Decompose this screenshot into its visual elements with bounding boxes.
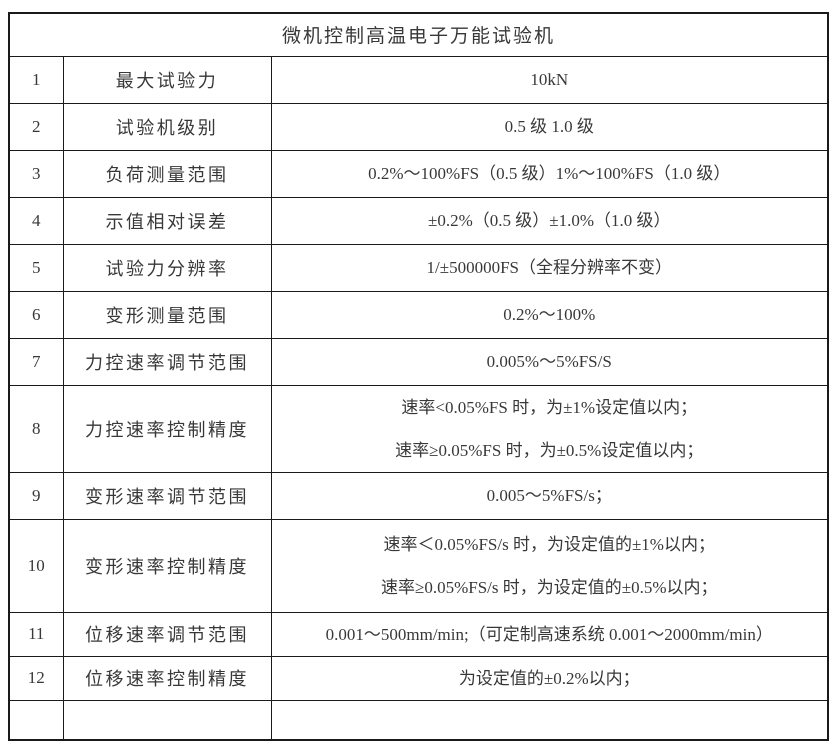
table-row: 7 力控速率调节范围 0.005%～5%FS/S [8, 337, 829, 386]
table-row: 8 力控速率控制精度 速率<0.05%FS 时，为±1%设定值以内； 速率≥0.0… [8, 384, 829, 473]
spec-value: 10kN [270, 55, 829, 104]
spec-value-line: 1/±500000FS（全程分辨率不变） [426, 258, 672, 277]
row-number: 7 [8, 337, 64, 386]
table-title: 微机控制高温电子万能试验机 [8, 12, 829, 57]
spec-name: 最大试验力 [62, 55, 272, 104]
spec-value: 0.2%～100% [270, 290, 829, 339]
spec-value: 速率<0.05%FS 时，为±1%设定值以内； 速率≥0.05%FS 时，为±0.… [270, 384, 829, 473]
row-number: 2 [8, 102, 64, 151]
spec-value: 0.5 级 1.0 级 [270, 102, 829, 151]
spec-value-line: 速率≥0.05%FS/s 时，为设定值的±0.5%以内； [381, 577, 718, 597]
spec-name: 力控速率调节范围 [62, 337, 272, 386]
table-row: 2 试验机级别 0.5 级 1.0 级 [8, 102, 829, 151]
table-row: 6 变形测量范围 0.2%～100% [8, 290, 829, 339]
table-row: 5 试验力分辨率 1/±500000FS（全程分辨率不变） [8, 243, 829, 292]
row-number: 6 [8, 290, 64, 339]
spec-name: 力控速率控制精度 [62, 384, 272, 473]
table-row: 10 变形速率控制精度 速率＜0.05%FS/s 时，为设定值的±1%以内； 速率… [8, 518, 829, 613]
row-number: 4 [8, 196, 64, 245]
spec-name: 试验力分辨率 [62, 243, 272, 292]
spec-value-line: 速率<0.05%FS 时，为±1%设定值以内； [401, 397, 698, 417]
spec-table-body: 1 最大试验力 10kN 2 试验机级别 0.5 级 1.0 级 3 负荷测量范… [8, 55, 829, 741]
spec-value-line: 0.2%～100% [503, 305, 596, 324]
table-row: 12 位移速率控制精度 为设定值的±0.2%以内； [8, 655, 829, 701]
spec-name: 变形速率调节范围 [62, 471, 272, 520]
spec-value-line: 0.005%～5%FS/S [486, 352, 612, 371]
empty-cell [270, 699, 829, 741]
spec-value-line: 速率≥0.05%FS 时，为±0.5%设定值以内； [395, 440, 704, 460]
spec-value: 1/±500000FS（全程分辨率不变） [270, 243, 829, 292]
spec-value: 为设定值的±0.2%以内； [270, 655, 829, 701]
empty-cell [62, 699, 272, 741]
spec-name: 位移速率调节范围 [62, 611, 272, 657]
spec-table: 微机控制高温电子万能试验机 1 最大试验力 10kN 2 试验机级别 0.5 级… [8, 12, 829, 741]
spec-value-line: 0.005～5%FS/s； [486, 486, 612, 505]
spec-name: 位移速率控制精度 [62, 655, 272, 701]
spec-name: 变形测量范围 [62, 290, 272, 339]
spec-value-line: 0.5 级 1.0 级 [504, 117, 594, 136]
spec-value-line: 速率＜0.05%FS/s 时，为设定值的±1%以内； [383, 534, 715, 554]
spec-value-line: ±0.2%（0.5 级）±1.0%（1.0 级） [428, 211, 671, 230]
table-title-row: 微机控制高温电子万能试验机 [8, 12, 829, 57]
spec-value-line: 10kN [530, 70, 569, 89]
spec-value-line: 0.2%～100%FS（0.5 级）1%～100%FS（1.0 级） [368, 164, 731, 183]
spec-value: 0.001～500mm/min;（可定制高速系统 0.001～2000mm/mi… [270, 611, 829, 657]
row-number: 11 [8, 611, 64, 657]
spec-name: 负荷测量范围 [62, 149, 272, 198]
table-row: 1 最大试验力 10kN [8, 55, 829, 104]
table-row: 11 位移速率调节范围 0.001～500mm/min;（可定制高速系统 0.0… [8, 611, 829, 657]
table-row: 9 变形速率调节范围 0.005～5%FS/s； [8, 471, 829, 520]
empty-cell [8, 699, 64, 741]
spec-value-line: 0.001～500mm/min;（可定制高速系统 0.001～2000mm/mi… [325, 624, 773, 644]
spec-name: 示值相对误差 [62, 196, 272, 245]
spec-name: 试验机级别 [62, 102, 272, 151]
row-number: 9 [8, 471, 64, 520]
spec-value: 0.005～5%FS/s； [270, 471, 829, 520]
spec-value: 速率＜0.05%FS/s 时，为设定值的±1%以内； 速率≥0.05%FS/s 时… [270, 518, 829, 613]
row-number: 10 [8, 518, 64, 613]
spec-value-line: 为设定值的±0.2%以内； [458, 668, 640, 688]
spec-name: 变形速率控制精度 [62, 518, 272, 613]
spec-value: 0.2%～100%FS（0.5 级）1%～100%FS（1.0 级） [270, 149, 829, 198]
spec-value: ±0.2%（0.5 级）±1.0%（1.0 级） [270, 196, 829, 245]
table-row: 3 负荷测量范围 0.2%～100%FS（0.5 级）1%～100%FS（1.0… [8, 149, 829, 198]
table-row-partial [8, 699, 829, 741]
row-number: 5 [8, 243, 64, 292]
spec-value: 0.005%～5%FS/S [270, 337, 829, 386]
row-number: 1 [8, 55, 64, 104]
row-number: 8 [8, 384, 64, 473]
row-number: 3 [8, 149, 64, 198]
table-row: 4 示值相对误差 ±0.2%（0.5 级）±1.0%（1.0 级） [8, 196, 829, 245]
row-number: 12 [8, 655, 64, 701]
